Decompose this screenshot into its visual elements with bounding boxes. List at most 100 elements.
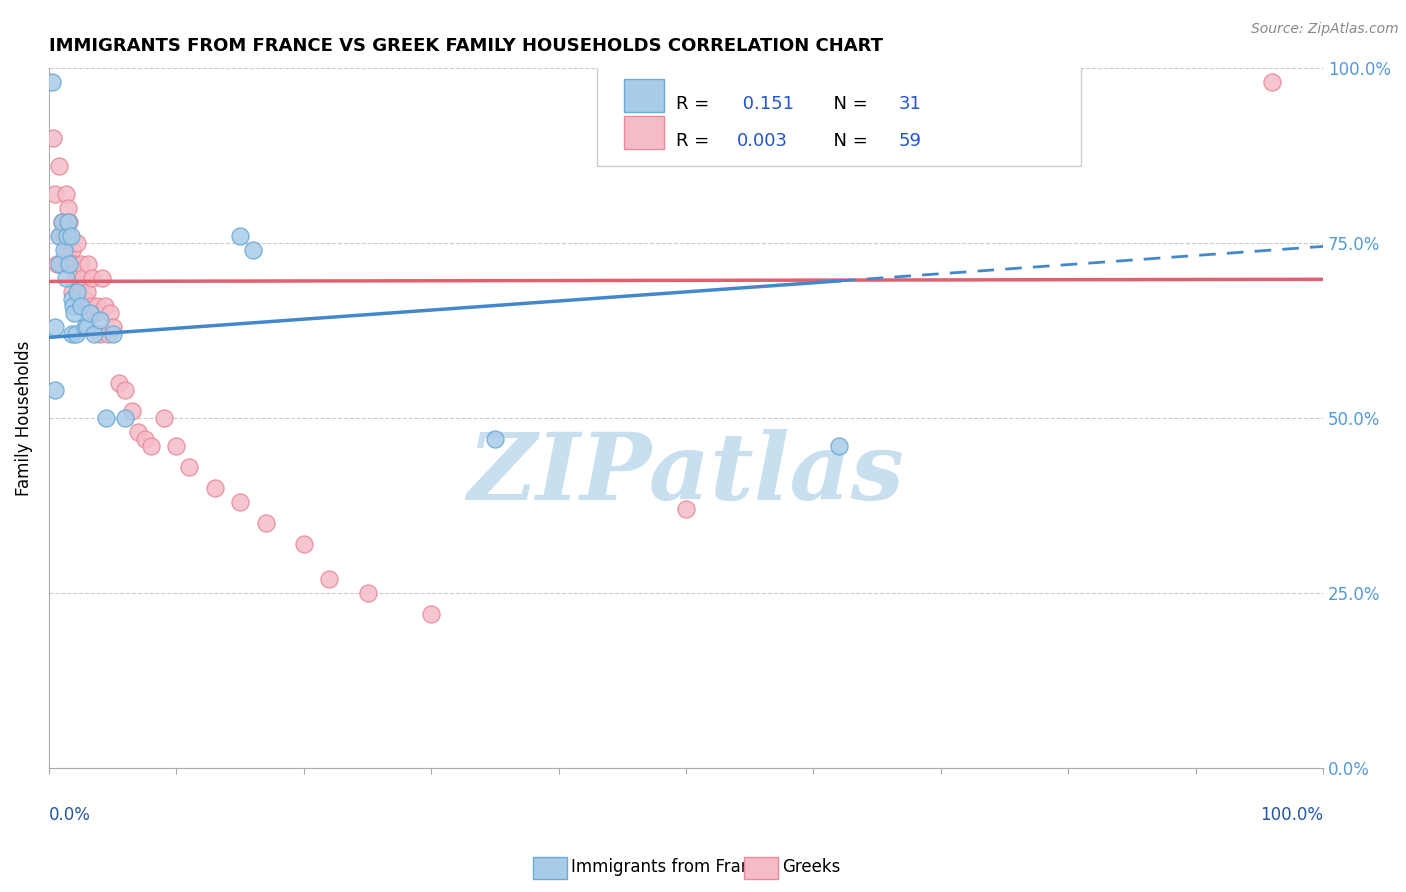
Point [69,277,91,292]
Point [86,299,108,313]
Point [83,326,105,341]
Point [42,131,65,145]
Point [96,410,118,425]
Y-axis label: Family Households: Family Households [15,340,32,496]
Text: IMMIGRANTS FROM FRANCE VS GREEK FAMILY HOUSEHOLDS CORRELATION CHART: IMMIGRANTS FROM FRANCE VS GREEK FAMILY H… [49,37,883,55]
Text: 0.003: 0.003 [737,132,787,151]
Point [73,319,96,334]
Point [101,326,124,341]
Point [108,376,131,390]
Text: 100.0%: 100.0% [1260,806,1323,824]
Text: 59: 59 [898,132,922,151]
Point [79,306,101,320]
Point [55,222,77,236]
Point [53,228,76,243]
FancyBboxPatch shape [624,79,665,112]
Point [127,425,149,439]
Point [254,516,277,530]
Point [56,215,79,229]
Point [49,228,72,243]
Point [48,228,70,243]
Point [152,410,174,425]
Point [89,313,111,327]
Point [69,299,91,313]
Point [60,292,83,306]
Point [65,326,87,341]
Point [44,383,66,397]
Point [420,607,443,621]
Point [56,201,79,215]
Point [44,186,66,201]
Text: R =: R = [676,132,714,151]
Point [60,243,83,257]
FancyBboxPatch shape [624,116,665,149]
Point [139,439,162,453]
Point [134,432,156,446]
Point [76,319,98,334]
Point [318,572,340,586]
Point [98,306,121,320]
Point [58,215,80,229]
Point [53,243,76,257]
Point [67,285,90,299]
Point [62,257,84,271]
Text: N =: N = [823,132,875,151]
Text: Greeks: Greeks [782,858,841,876]
Text: Immigrants from France: Immigrants from France [571,858,770,876]
Point [52,215,75,229]
Point [484,432,506,446]
FancyBboxPatch shape [598,61,1081,166]
Point [51,215,73,229]
Text: ZIPatlas: ZIPatlas [468,429,904,519]
Point [97,326,120,341]
Text: R =: R = [676,95,714,113]
Text: 0.0%: 0.0% [49,806,91,824]
Point [114,410,136,425]
Point [83,306,105,320]
Point [63,306,86,320]
Point [121,404,143,418]
Text: 0.151: 0.151 [737,95,794,113]
Text: 31: 31 [898,95,922,113]
Point [51,215,73,229]
Point [55,271,77,285]
Point [58,257,80,271]
Point [41,75,63,89]
Point [292,537,315,551]
Point [91,271,114,285]
Point [179,459,201,474]
Point [204,481,226,495]
Point [101,319,124,334]
Point [73,292,96,306]
Point [165,439,187,453]
Point [63,257,86,271]
Point [229,228,252,243]
Point [59,257,82,271]
Point [82,271,104,285]
Point [114,383,136,397]
Point [66,235,89,250]
Point [62,299,84,313]
Point [56,243,79,257]
Point [69,257,91,271]
Point [70,299,93,313]
Point [56,228,79,243]
Point [66,285,89,299]
Point [356,586,378,600]
Point [51,257,73,271]
Point [828,439,851,453]
Point [44,319,66,334]
Point [242,243,264,257]
Point [59,228,82,243]
Point [58,228,80,243]
Point [94,299,117,313]
Point [48,257,70,271]
Point [229,495,252,509]
Text: Source: ZipAtlas.com: Source: ZipAtlas.com [1251,22,1399,37]
Point [89,326,111,341]
Point [80,299,103,313]
Point [65,271,87,285]
Point [48,159,70,173]
Point [77,257,100,271]
Text: N =: N = [823,95,875,113]
